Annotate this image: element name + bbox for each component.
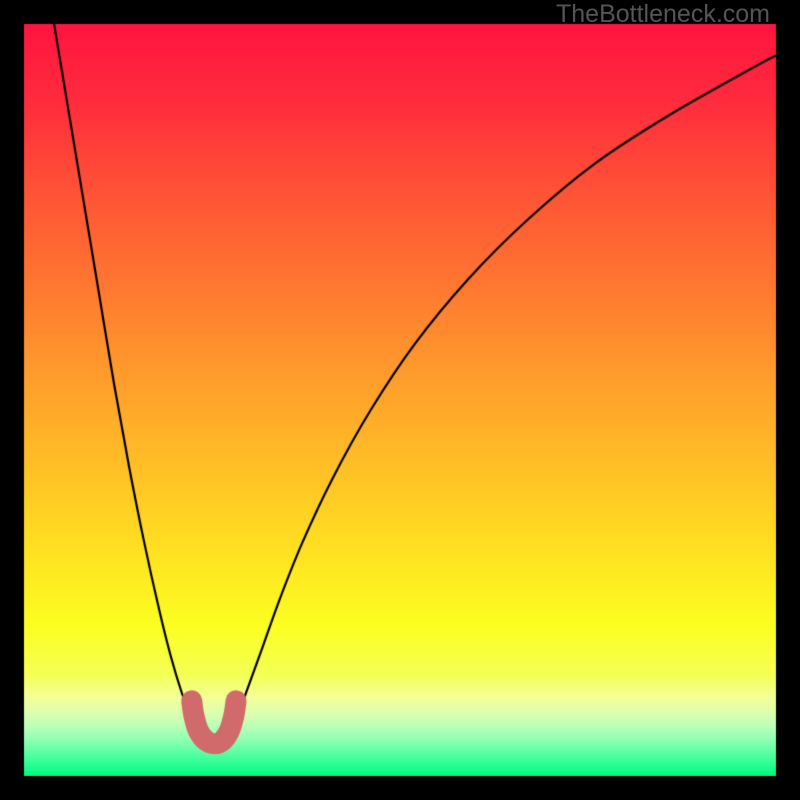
chart-stage: TheBottleneck.com — [0, 0, 800, 800]
watermark-text: TheBottleneck.com — [556, 0, 770, 29]
bottleneck-curve-chart — [0, 0, 800, 800]
